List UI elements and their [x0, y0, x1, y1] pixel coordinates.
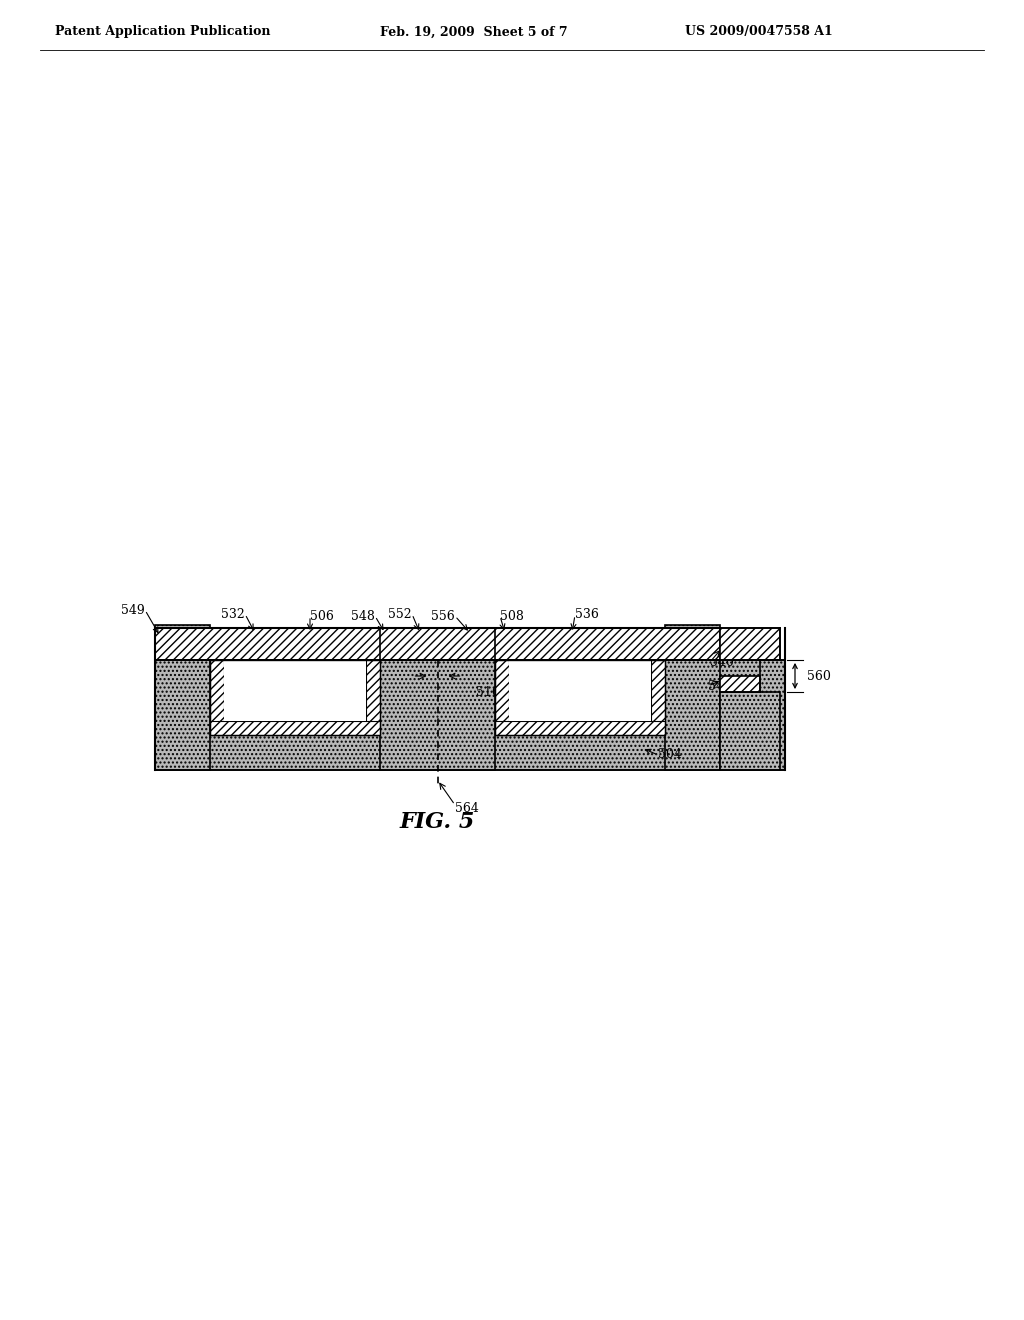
Text: Patent Application Publication: Patent Application Publication: [55, 25, 270, 38]
Text: 504: 504: [658, 748, 682, 762]
Text: FIG. 5: FIG. 5: [399, 810, 475, 833]
Text: 564: 564: [455, 801, 479, 814]
Polygon shape: [366, 660, 380, 735]
Bar: [155, 660, 785, 770]
Bar: [665, 624, 720, 770]
Bar: [380, 660, 495, 770]
Text: 506: 506: [310, 610, 334, 623]
Text: 552: 552: [388, 607, 412, 620]
Text: 508: 508: [500, 610, 524, 623]
Text: 549: 549: [121, 603, 145, 616]
Bar: [720, 676, 760, 692]
Bar: [720, 628, 780, 660]
Bar: [224, 660, 366, 721]
Text: 516: 516: [476, 685, 500, 698]
Text: 512: 512: [234, 685, 259, 698]
Text: 560: 560: [807, 669, 830, 682]
Text: 548: 548: [351, 610, 375, 623]
Bar: [380, 628, 495, 660]
Bar: [155, 624, 210, 770]
Text: 540: 540: [710, 656, 734, 668]
Polygon shape: [495, 660, 509, 735]
Polygon shape: [210, 660, 224, 735]
Text: 516: 516: [556, 685, 580, 698]
Polygon shape: [210, 721, 380, 735]
Text: 556: 556: [431, 610, 455, 623]
Text: 536: 536: [575, 609, 599, 622]
Polygon shape: [495, 721, 665, 735]
Bar: [155, 628, 720, 660]
Text: US 2009/0047558 A1: US 2009/0047558 A1: [685, 25, 833, 38]
Text: 532: 532: [221, 607, 245, 620]
Bar: [509, 660, 651, 721]
Polygon shape: [651, 660, 665, 735]
Text: 544: 544: [708, 680, 732, 693]
Bar: [720, 692, 780, 770]
Text: 512: 512: [318, 685, 342, 698]
Text: Feb. 19, 2009  Sheet 5 of 7: Feb. 19, 2009 Sheet 5 of 7: [380, 25, 567, 38]
